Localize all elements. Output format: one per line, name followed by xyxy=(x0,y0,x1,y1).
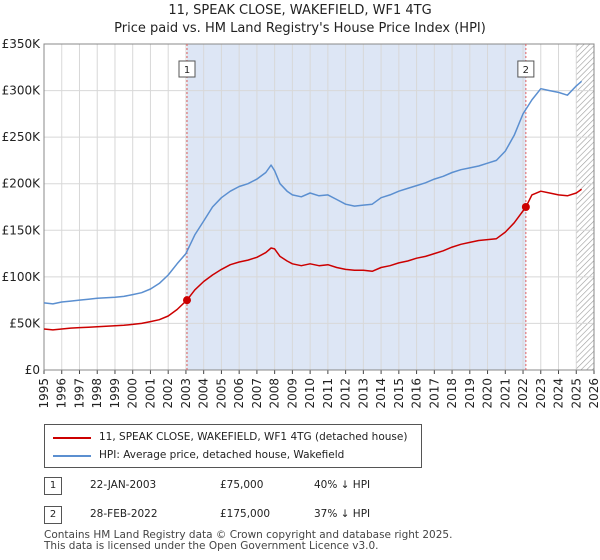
y-tick-label: £200K xyxy=(2,177,42,191)
sale-price-1: £75,000 xyxy=(220,479,264,491)
x-tick-label: 2011 xyxy=(321,378,335,409)
annotation-label-2: 2 xyxy=(523,65,529,76)
y-tick-label: £0 xyxy=(25,363,40,377)
x-tick-label: 2020 xyxy=(481,378,495,409)
footer-note: Contains HM Land Registry data © Crown c… xyxy=(44,529,453,552)
y-tick-label: £150K xyxy=(2,223,42,237)
x-tick-label: 2000 xyxy=(126,378,140,409)
x-tick-label: 2004 xyxy=(197,378,211,409)
x-tick-label: 2021 xyxy=(498,378,512,409)
price-chart: £0 £50K £100K £150K £200K £250K £300K £350K 1995… xyxy=(2,37,600,409)
annotation-box-1 xyxy=(178,60,196,78)
x-tick-label: 1998 xyxy=(90,378,104,409)
legend-label-property: 11, SPEAK CLOSE, WAKEFIELD, WF1 4TG (det… xyxy=(99,431,408,443)
sale-price-2: £175,000 xyxy=(220,508,271,520)
x-tick-label: 1995 xyxy=(37,378,51,409)
x-tick-label: 2025 xyxy=(569,378,583,409)
hpi-line xyxy=(43,80,583,305)
x-tick-label: 2022 xyxy=(516,378,530,409)
x-tick-label: 2008 xyxy=(268,378,282,409)
sale-hpi-2: 37% ↓ HPI xyxy=(314,508,371,520)
y-tick-label: £50K xyxy=(9,316,41,330)
annotation-box-2 xyxy=(517,60,535,78)
x-tick-label: 2005 xyxy=(214,378,228,409)
legend: 11, SPEAK CLOSE, WAKEFIELD, WF1 4TG (det… xyxy=(44,424,422,468)
x-tick-label: 2016 xyxy=(410,378,424,409)
x-tick-label: 2003 xyxy=(179,378,193,409)
annotation-label-1: 1 xyxy=(184,65,190,76)
x-tick-label: 1999 xyxy=(108,378,122,409)
y-tick-label: £250K xyxy=(2,130,42,144)
x-tick-label: 1996 xyxy=(55,378,69,409)
property-price-line xyxy=(43,188,583,331)
chart-subtitle: Price paid vs. HM Land Registry's House … xyxy=(114,21,486,36)
x-tick-label: 2015 xyxy=(392,378,406,409)
chart-title: 11, SPEAK CLOSE, WAKEFIELD, WF1 4TG xyxy=(168,3,432,18)
forecast-hatch xyxy=(576,44,594,370)
x-tick-label: 2010 xyxy=(303,378,317,409)
x-tick-label: 2017 xyxy=(427,378,441,409)
x-tick-label: 2019 xyxy=(463,378,477,409)
x-tick-label: 2014 xyxy=(374,378,388,409)
x-tick-label: 2009 xyxy=(285,378,299,409)
x-tick-label: 2006 xyxy=(232,378,246,409)
sale-point-1 xyxy=(183,296,191,305)
x-tick-label: 2026 xyxy=(587,378,600,409)
x-tick-label: 2024 xyxy=(552,378,566,409)
sale-marker-2: 2 xyxy=(44,506,62,524)
sale-point-2 xyxy=(521,203,530,211)
legend-label-hpi: HPI: Average price, detached house, Wake… xyxy=(99,449,345,461)
x-tick-label: 1997 xyxy=(72,378,86,409)
chart-title-block: 11, SPEAK CLOSE, WAKEFIELD, WF1 4TG Pric… xyxy=(0,2,600,38)
legend-swatch-hpi xyxy=(53,455,91,457)
sale-date-2: 28-FEB-2022 xyxy=(90,508,158,520)
x-tick-label: 2013 xyxy=(356,378,370,409)
plot-border xyxy=(43,43,595,371)
legend-swatch-property xyxy=(53,437,91,439)
sale-hpi-1: 40% ↓ HPI xyxy=(314,479,371,491)
x-tick-label: 2018 xyxy=(445,378,459,409)
y-tick-label: £350K xyxy=(2,37,42,51)
x-tick-label: 2012 xyxy=(339,378,353,409)
x-tick-label: 2002 xyxy=(161,378,175,409)
sale-date-1: 22-JAN-2003 xyxy=(90,479,157,491)
x-tick-label: 2023 xyxy=(534,378,548,409)
shaded-range-1 xyxy=(187,44,526,370)
y-tick-label: £300K xyxy=(2,84,42,98)
x-tick-label: 2007 xyxy=(250,378,264,409)
y-tick-label: £100K xyxy=(2,270,42,284)
sale-marker-1: 1 xyxy=(44,477,62,495)
x-tick-label: 2001 xyxy=(143,378,157,409)
